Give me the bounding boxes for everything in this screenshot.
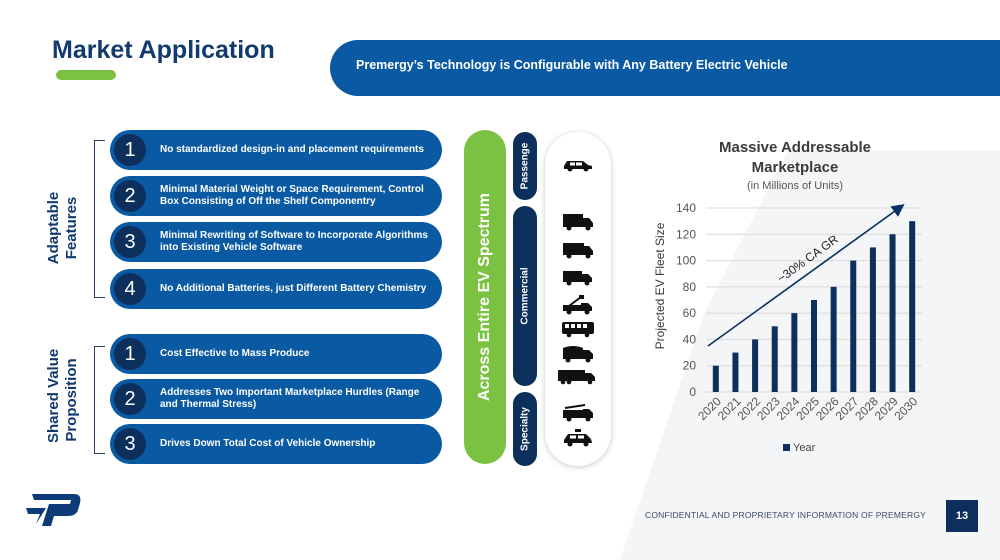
y-tick-label: 80 — [683, 280, 697, 294]
vehicle-icon-panel — [545, 132, 611, 466]
item-text: Cost Effective to Mass Produce — [160, 348, 310, 359]
box-truck-icon — [563, 214, 593, 231]
bar — [830, 286, 837, 392]
title-accent-bar — [56, 70, 116, 80]
y-tick-label: 60 — [683, 306, 697, 320]
headline-banner — [330, 40, 1000, 96]
category-passenger: Passenge — [513, 132, 537, 200]
shared-label-line1: Shared Value — [45, 348, 62, 443]
van-truck-icon — [563, 271, 592, 286]
shared-value-label: Shared Value Proposition — [20, 349, 106, 443]
item-text: Addresses Two Important Marketplace Hurd… — [160, 387, 420, 410]
item-number: 3 — [114, 428, 146, 460]
police-car-icon — [564, 429, 592, 447]
bar — [811, 300, 817, 392]
garbage-truck-icon — [563, 346, 593, 363]
bar — [909, 221, 916, 392]
bar — [732, 352, 739, 392]
trend-arrow — [707, 204, 905, 347]
adaptable-features-label: Adaptable Features — [20, 192, 106, 265]
bar — [752, 339, 759, 392]
bus-icon — [562, 322, 594, 338]
y-tick-label: 0 — [689, 385, 696, 399]
item-number: 4 — [114, 273, 146, 305]
car-icon — [564, 161, 592, 172]
item-text: Minimal Material Weight or Space Require… — [160, 184, 424, 207]
bar — [869, 247, 876, 392]
headline-banner-text: Premergy’s Technology is Configurable wi… — [356, 58, 788, 72]
semi-truck-icon — [558, 370, 595, 385]
page-title: Market Application — [52, 36, 275, 64]
item-number: 1 — [114, 134, 146, 166]
delivery-truck-icon — [563, 243, 593, 259]
page-number: 13 — [946, 500, 978, 532]
bar — [850, 260, 857, 392]
bar — [712, 365, 719, 392]
spectrum-label: Across Entire EV Spectrum — [476, 192, 493, 402]
item-text: Drives Down Total Cost of Vehicle Owners… — [160, 438, 376, 449]
fleet-size-bar-chart: Projected EV Fleet Size 0 20 40 60 80 100 120 1… — [653, 201, 922, 454]
bar — [771, 326, 778, 392]
fire-truck-icon — [563, 404, 593, 422]
cagr-annotation: ~30% CA GR — [775, 232, 842, 286]
legend-swatch — [783, 444, 790, 451]
chart-title: Massive Addressable Marketplace — [718, 139, 872, 176]
shared-value-bracket — [94, 346, 105, 454]
item-text: No Additional Batteries, just Different … — [160, 283, 427, 294]
item-number: 2 — [114, 383, 146, 415]
y-tick-label: 40 — [683, 332, 697, 346]
shared-value-item: 1 Cost Effective to Mass Produce — [110, 334, 442, 374]
adaptable-item: 4 No Additional Batteries, just Differen… — [110, 269, 442, 309]
spectrum-bar — [464, 130, 506, 464]
item-number: 1 — [114, 338, 146, 370]
y-axis-label: Projected EV Fleet Size — [653, 222, 667, 349]
adaptable-bracket — [94, 140, 105, 298]
premergy-logo — [26, 494, 81, 526]
category-commercial-label: Commercial — [519, 267, 531, 325]
adaptable-label-line2: Features — [63, 196, 80, 260]
legend-label: Year — [793, 442, 816, 454]
adaptable-item: 2 Minimal Material Weight or Space Requi… — [110, 176, 442, 216]
category-commercial: Commercial — [513, 206, 537, 386]
shared-value-item: 3 Drives Down Total Cost of Vehicle Owne… — [110, 424, 442, 464]
x-tick-label: 2030 — [892, 394, 921, 423]
category-specialty: Specialty — [513, 392, 537, 466]
item-number: 2 — [114, 180, 146, 212]
adaptable-item: 1 No standardized design-in and placemen… — [110, 130, 442, 170]
bar — [791, 313, 798, 392]
bucket-truck-icon — [563, 295, 592, 315]
y-tick-label: 120 — [676, 227, 696, 241]
y-tick-label: 20 — [683, 359, 697, 373]
chart-subtitle: (in Millions of Units) — [747, 180, 843, 192]
bar — [889, 234, 896, 392]
item-number: 3 — [114, 226, 146, 258]
item-text: No standardized design-in and placement … — [160, 144, 424, 155]
shared-value-item: 2 Addresses Two Important Marketplace Hu… — [110, 379, 442, 419]
category-passenger-label: Passenge — [519, 142, 531, 190]
item-text: Minimal Rewriting of Software to Incorpo… — [160, 230, 428, 253]
y-tick-label: 140 — [676, 201, 696, 215]
shared-label-line2: Proposition — [63, 358, 80, 442]
adaptable-label-line1: Adaptable — [45, 191, 62, 265]
confidentiality-footer: CONFIDENTIAL AND PROPRIETARY INFORMATION… — [645, 510, 927, 520]
adaptable-item: 3 Minimal Rewriting of Software to Incor… — [110, 222, 442, 262]
y-tick-label: 100 — [676, 254, 696, 268]
category-specialty-label: Specialty — [519, 407, 531, 451]
